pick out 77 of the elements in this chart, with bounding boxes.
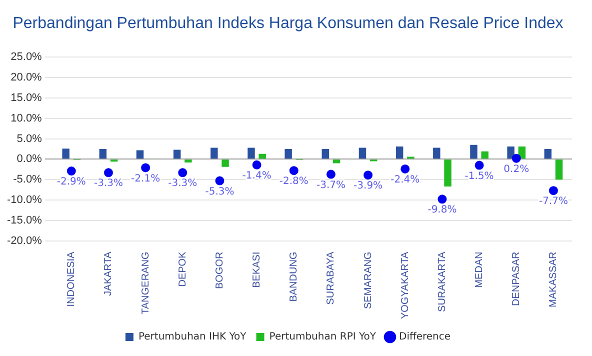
x-tick-label: DENPASAR bbox=[511, 252, 522, 306]
bar bbox=[99, 148, 107, 159]
bar bbox=[332, 160, 340, 164]
bar bbox=[470, 144, 478, 159]
y-tick-label: 25.0% bbox=[10, 51, 42, 64]
point bbox=[178, 168, 188, 178]
point bbox=[252, 160, 262, 170]
bar bbox=[248, 148, 255, 159]
point bbox=[66, 166, 76, 176]
bar bbox=[184, 160, 192, 162]
point bbox=[474, 160, 484, 170]
bar bbox=[396, 146, 404, 159]
x-tick-label: DEPOK bbox=[177, 251, 188, 287]
x-tick-label: SEMARANG bbox=[362, 252, 374, 309]
data-label: -3.3% bbox=[94, 178, 123, 190]
legend-label: Pertumbuhan IHK YoY bbox=[138, 332, 248, 343]
y-tick-label: -10.0% bbox=[6, 194, 42, 206]
x-tick-label: MEDAN bbox=[474, 252, 486, 288]
point bbox=[326, 170, 336, 179]
point bbox=[141, 163, 150, 172]
bar bbox=[284, 148, 292, 159]
point bbox=[548, 186, 558, 196]
bar bbox=[507, 146, 514, 159]
point bbox=[104, 168, 113, 178]
data-label: -2.8% bbox=[279, 176, 308, 188]
bar bbox=[322, 148, 330, 159]
x-tick-label: MAKASSAR bbox=[548, 252, 560, 308]
point bbox=[400, 164, 410, 174]
x-tick-label: TANGERANG bbox=[140, 252, 152, 314]
data-label: 0.2% bbox=[504, 164, 530, 175]
chart-title: Perbandingan Pertumbuhan Indeks Harga Konsumen dan Resale Price Index bbox=[12, 15, 564, 32]
data-label: -2.4% bbox=[390, 174, 420, 186]
y-tick-label: 10.0% bbox=[10, 112, 42, 124]
bar bbox=[481, 151, 488, 159]
data-label: -3.3% bbox=[168, 178, 198, 190]
bar bbox=[173, 150, 181, 159]
bar bbox=[358, 148, 366, 159]
bar bbox=[544, 148, 552, 159]
y-tick-label: 20.0% bbox=[10, 72, 42, 84]
point bbox=[512, 154, 521, 163]
x-tick-label: BOGOR bbox=[214, 252, 226, 289]
y-tick-label: 5.0% bbox=[16, 132, 42, 145]
data-label: -5.3% bbox=[205, 186, 234, 198]
legend-label: Pertumbuhan RPI YoY bbox=[269, 332, 377, 343]
data-label: -3.9% bbox=[354, 180, 383, 192]
point bbox=[438, 194, 447, 204]
x-tick-label: SURAKARTA bbox=[436, 251, 448, 312]
data-label: -2.1% bbox=[131, 173, 160, 184]
bar bbox=[258, 154, 266, 159]
point bbox=[364, 170, 373, 180]
point bbox=[289, 166, 298, 176]
y-tick-label: -20.0% bbox=[6, 234, 42, 247]
bar bbox=[444, 160, 452, 187]
bar bbox=[210, 148, 218, 159]
y-tick-label: 15.0% bbox=[10, 92, 42, 104]
data-label: -2.9% bbox=[56, 176, 86, 188]
y-tick-label: 0.0% bbox=[16, 153, 42, 166]
data-label: -1.4% bbox=[242, 170, 272, 182]
x-tick-label: INDONESIA bbox=[66, 251, 78, 307]
data-label: -3.7% bbox=[316, 180, 346, 191]
bar bbox=[62, 148, 70, 159]
bar bbox=[222, 160, 229, 167]
legend-label: Difference bbox=[398, 332, 451, 343]
x-tick-label: JAKARTA bbox=[103, 251, 114, 296]
bar bbox=[433, 148, 440, 159]
bar bbox=[136, 150, 144, 159]
x-tick-label: BEKASI bbox=[252, 252, 263, 288]
x-tick-label: YOGYAKARTA bbox=[400, 251, 411, 320]
x-tick-label: SURABAYA bbox=[326, 251, 337, 305]
y-tick-label: -15.0% bbox=[6, 214, 42, 226]
data-label: -1.5% bbox=[464, 170, 494, 182]
data-label: -9.8% bbox=[428, 204, 457, 216]
y-tick-label: -5.0% bbox=[13, 174, 42, 186]
bar bbox=[555, 160, 563, 180]
x-tick-label: BANDUNG bbox=[288, 252, 300, 302]
data-label: -7.7% bbox=[538, 196, 568, 208]
point bbox=[215, 176, 224, 186]
